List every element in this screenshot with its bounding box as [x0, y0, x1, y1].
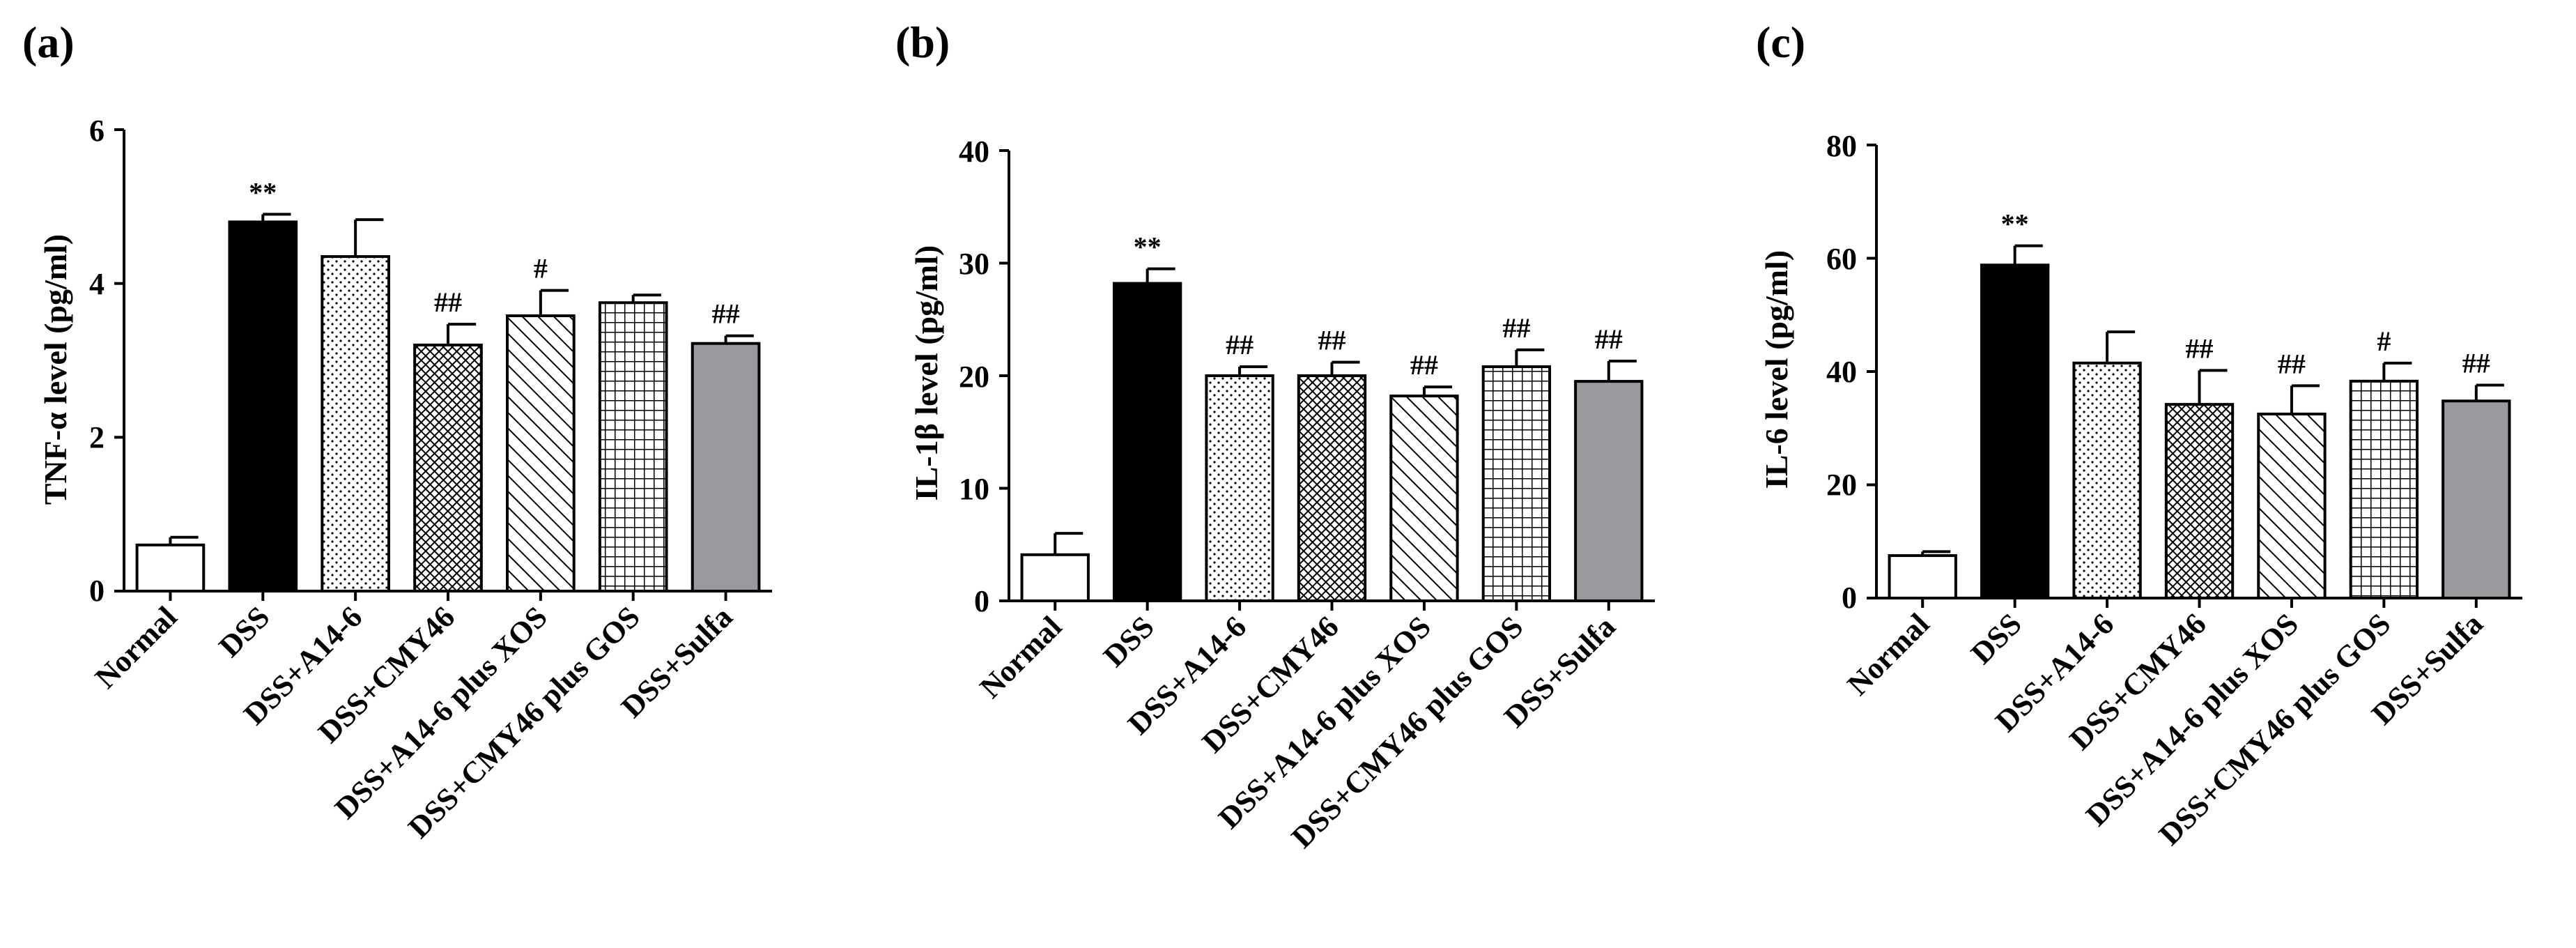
bar	[2164, 403, 2235, 599]
y-tick-label: 20	[1826, 468, 1857, 502]
significance-label: ##	[2278, 348, 2306, 379]
y-tick-label: 60	[1826, 242, 1857, 276]
bar	[1888, 554, 1957, 599]
y-tick-label: 80	[1826, 129, 1857, 163]
bar	[1389, 395, 1459, 602]
significance-label: ##	[712, 298, 740, 330]
significance-label: **	[2001, 208, 2029, 240]
category-label: DSS	[1097, 609, 1161, 673]
significance-label: ##	[1226, 329, 1254, 360]
y-tick-label: 2	[89, 420, 105, 454]
y-axis-label: IL-6 level (pg/ml)	[1759, 250, 1794, 489]
bar	[321, 255, 390, 592]
significance-label: ##	[2462, 348, 2490, 379]
bar	[1020, 553, 1090, 602]
bar	[228, 220, 298, 592]
bar	[135, 543, 206, 592]
y-tick-label: 40	[959, 135, 989, 169]
significance-label: #	[2377, 326, 2391, 357]
panel-a: (a) TNF-α level (pg/ml) 0 2 4 6 Normal **…	[22, 17, 772, 845]
category-label: DSS	[213, 599, 277, 664]
y-tick-label: 30	[959, 247, 989, 281]
significance-label: ##	[1318, 325, 1346, 356]
panel-label: (b)	[895, 17, 950, 67]
y-tick-label: 10	[959, 472, 989, 506]
bar	[506, 314, 576, 592]
significance-label: **	[1134, 231, 1162, 263]
bar	[1297, 374, 1367, 602]
panel-label: (c)	[1756, 17, 1805, 67]
bar	[2257, 412, 2327, 599]
significance-label: ##	[2186, 332, 2214, 364]
y-tick-label: 0	[1842, 581, 1857, 615]
bar	[2349, 379, 2419, 599]
category-label: Normal	[88, 599, 184, 695]
panel-label: (a)	[22, 17, 75, 67]
y-axis-label: TNF-α level (pg/ml)	[38, 234, 73, 505]
bar	[1112, 282, 1182, 602]
y-tick-label: 0	[89, 574, 105, 608]
bar	[598, 301, 668, 592]
bar	[691, 342, 761, 592]
y-axis-label: IL-1β level (pg/ml)	[909, 245, 944, 501]
bar	[2442, 399, 2511, 599]
y-tick-label: 40	[1826, 355, 1857, 389]
bar	[1481, 365, 1552, 603]
y-tick-label: 20	[959, 360, 989, 394]
category-label: DSS	[1964, 606, 2028, 671]
bar	[1205, 374, 1274, 602]
significance-label: ##	[1502, 312, 1530, 344]
y-tick-label: 4	[89, 267, 105, 301]
category-label: Normal	[1841, 606, 1936, 702]
bar	[1980, 263, 2050, 599]
significance-label: ##	[1595, 323, 1623, 355]
bar	[1574, 380, 1644, 602]
y-tick-label: 0	[974, 584, 989, 618]
y-tick-label: 6	[89, 114, 105, 148]
significance-label: ##	[434, 286, 462, 318]
panel-c: (c) IL-6 level (pg/ml) 0 20 40 60 80 Nor…	[1756, 17, 2522, 852]
bar	[413, 343, 483, 592]
panel-b: (b) IL-1β level (pg/ml) 0 10 20 30 40 No…	[895, 17, 1655, 855]
category-label: Normal	[973, 609, 1069, 705]
significance-label: **	[249, 176, 277, 208]
significance-label: ##	[1410, 349, 1438, 381]
bar	[2072, 361, 2142, 599]
significance-label: #	[534, 253, 548, 284]
